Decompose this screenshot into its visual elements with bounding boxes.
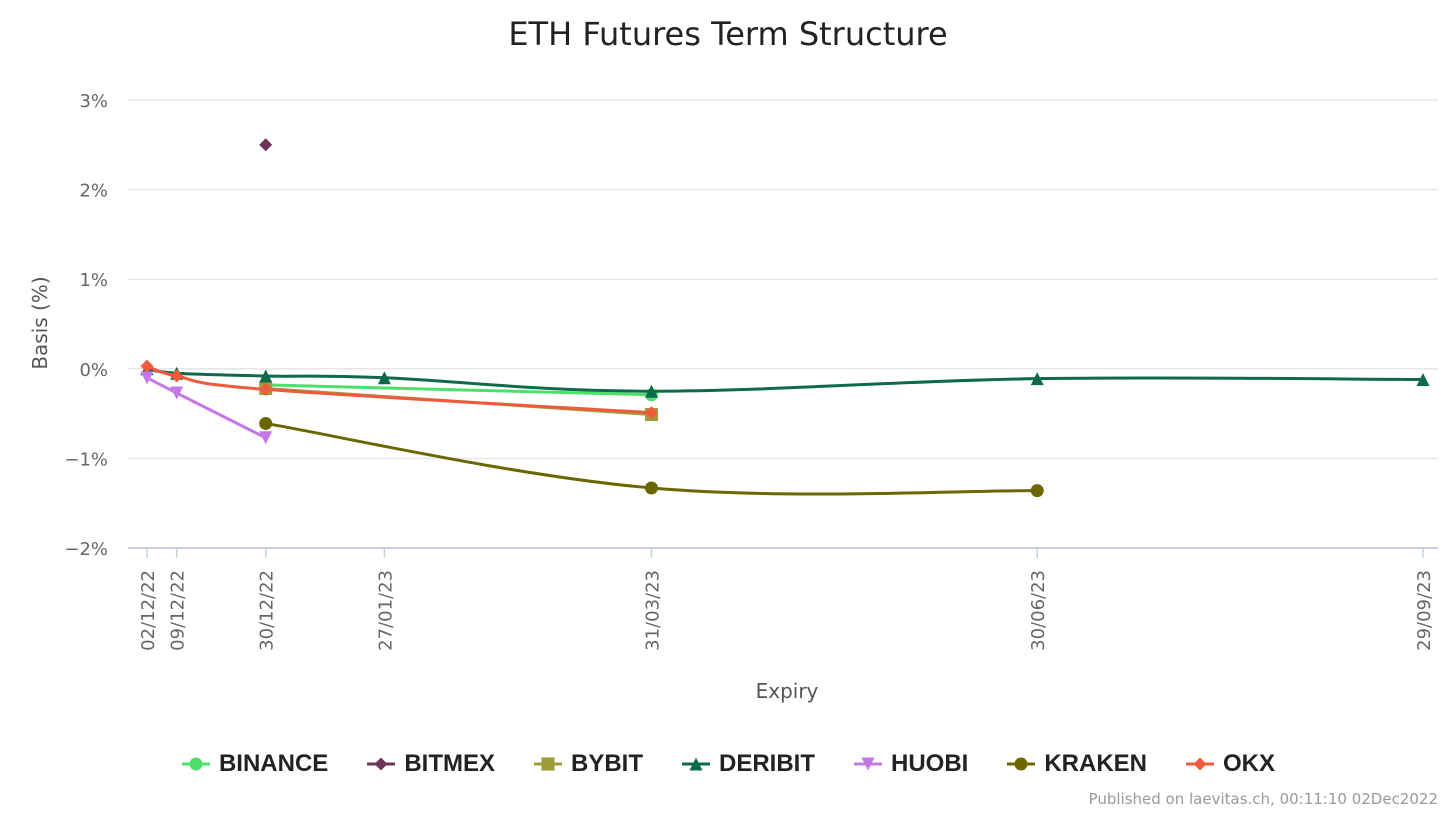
legend-item-binance[interactable]: BINANCE [181, 750, 328, 778]
legend-label: KRAKEN [1044, 750, 1147, 777]
series-line-binance [264, 383, 653, 397]
grid [128, 99, 1438, 460]
y-axis-ticks: 3% 2% 1% 0% −1% −2% [64, 91, 108, 560]
data-point-kraken[interactable] [259, 416, 273, 430]
data-point-deribit[interactable] [1416, 373, 1430, 387]
x-tick-label: 30/12/22 [257, 570, 278, 651]
legend-symbol-icon [853, 757, 882, 771]
legend-marker-deribit[interactable] [689, 757, 703, 771]
series-group [140, 138, 1430, 498]
legend-symbol-icon [1186, 757, 1214, 771]
data-point-deribit[interactable] [259, 369, 273, 383]
y-tick-label: 3% [79, 91, 108, 112]
legend-item-bitmex[interactable]: BITMEX [366, 750, 495, 778]
x-axis-title: Expiry [756, 679, 819, 703]
series-bitmex [259, 138, 273, 152]
series-line-deribit [145, 367, 1425, 393]
data-point-kraken[interactable] [644, 481, 658, 495]
data-point-deribit[interactable] [1030, 372, 1044, 386]
credit-text: Published on laevitas.ch, 00:11:10 02Dec… [1088, 790, 1438, 808]
legend-label: BINANCE [218, 750, 329, 777]
legend-label: BITMEX [404, 750, 495, 777]
chart: ETH Futures Term Structure 3% 2% 1% 0% −1% −2… [28, 15, 1438, 703]
legend-marker-okx[interactable] [1193, 757, 1207, 771]
x-tick-label: 29/09/23 [1414, 570, 1435, 651]
x-tick-label: 31/03/23 [642, 570, 663, 651]
y-tick-label: 0% [79, 360, 108, 381]
legend-item-kraken[interactable]: KRAKEN [1006, 750, 1147, 778]
y-tick-label: −2% [64, 539, 108, 560]
y-tick-label: 2% [79, 181, 108, 202]
legend-label: BYBIT [570, 750, 643, 777]
legend-symbol-icon [1007, 757, 1036, 771]
data-point-kraken[interactable] [1030, 484, 1044, 498]
data-point-huobi[interactable] [140, 371, 154, 385]
data-point-bitmex[interactable] [259, 138, 273, 152]
data-point-huobi[interactable] [259, 431, 273, 445]
y-tick-label: 1% [79, 270, 108, 291]
x-tick-label: 02/12/22 [138, 570, 159, 651]
legend-symbol-icon [367, 757, 396, 771]
legend-label: OKX [1223, 750, 1276, 777]
legend-item-okx[interactable]: OKX [1185, 750, 1275, 778]
data-point-deribit[interactable] [377, 371, 391, 385]
legend-symbol-icon [681, 757, 710, 771]
series-kraken [259, 416, 1044, 498]
legend-marker-bitmex[interactable] [374, 757, 388, 771]
legend-label: HUOBI [890, 750, 969, 777]
legend-item-bybit[interactable]: BYBIT [533, 750, 643, 778]
legend-marker-huobi[interactable] [861, 757, 875, 771]
legend-marker-bybit[interactable] [541, 757, 555, 771]
x-tick-label: 09/12/22 [168, 570, 189, 651]
x-tick-label: 30/06/23 [1028, 570, 1049, 651]
legend-label: DERIBIT [718, 750, 815, 777]
legend-symbol-icon [181, 757, 210, 771]
data-point-deribit[interactable] [644, 384, 658, 398]
legend-marker-binance[interactable] [189, 757, 203, 771]
legend-item-huobi[interactable]: HUOBI [853, 750, 968, 778]
data-point-okx[interactable] [170, 369, 184, 383]
legend-marker-kraken[interactable] [1014, 757, 1028, 771]
x-tick-label: 27/01/23 [375, 570, 396, 651]
series-huobi [140, 371, 273, 445]
data-point-okx[interactable] [644, 406, 658, 420]
y-tick-label: −1% [64, 449, 108, 470]
x-axis: 02/12/22 09/12/22 30/12/22 27/01/23 31/03/23… [128, 547, 1438, 651]
data-point-huobi[interactable] [170, 386, 184, 400]
legend-symbol-icon [533, 757, 562, 771]
data-point-okx[interactable] [259, 382, 273, 396]
legend-item-deribit[interactable]: DERIBIT [681, 750, 815, 778]
chart-title: ETH Futures Term Structure [508, 15, 947, 53]
y-axis-title: Basis (%) [28, 276, 52, 369]
legend: BINANCE BITMEX BYBIT DERIBIT HUOBI KRAKEN OKX [0, 744, 1456, 784]
data-point-okx[interactable] [140, 359, 154, 373]
series-okx [140, 359, 658, 420]
